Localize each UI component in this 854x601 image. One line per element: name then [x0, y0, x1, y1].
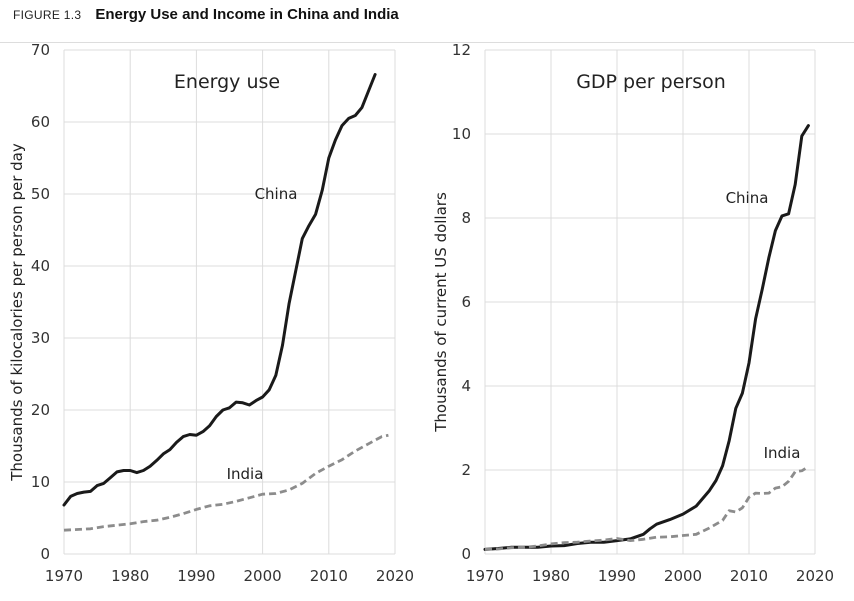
y-tick-label: 8 [461, 209, 471, 227]
y-tick-label: 2 [461, 461, 471, 479]
x-tick-label: 2000 [244, 567, 282, 585]
x-tick-label: 2000 [664, 567, 702, 585]
y-tick-label: 10 [452, 125, 471, 143]
y-tick-label: 20 [31, 401, 50, 419]
series-line-china [62, 73, 377, 507]
gdp-per-person-panel: 0 2 4 6 8 10 12 1970 1980 1990 2000 2010 2020 GDP per… [432, 41, 834, 585]
x-tick-label: 2020 [796, 567, 834, 585]
x-tick-label: 2020 [376, 567, 414, 585]
y-tick-label: 40 [31, 257, 50, 275]
x-tick-label: 2010 [310, 567, 348, 585]
series-label-india: India [764, 444, 801, 462]
y-tick-label: 12 [452, 41, 471, 59]
x-tick-label: 1980 [532, 567, 570, 585]
series-line-india [484, 465, 810, 551]
header-divider [0, 42, 854, 43]
y-tick-label: 60 [31, 113, 50, 131]
series-line-india [63, 433, 389, 532]
panel-title: GDP per person [576, 71, 726, 93]
figure-title: Energy Use and Income in China and India [95, 6, 399, 23]
x-tick-label: 1980 [111, 567, 149, 585]
energy-use-panel: 0 10 20 30 40 50 60 70 1970 1980 1990 2000 2010 2020 E… [8, 41, 414, 585]
y-axis-label: Thousands of kilocalories per person per… [8, 143, 26, 482]
x-tick-label: 2010 [730, 567, 768, 585]
x-tick-label: 1990 [177, 567, 215, 585]
y-axis-label: Thousands of current US dollars [432, 192, 450, 433]
y-tick-label: 0 [461, 545, 471, 563]
y-tick-label: 30 [31, 329, 50, 347]
y-tick-label: 4 [461, 377, 471, 395]
x-tick-label: 1970 [466, 567, 504, 585]
y-tick-label: 6 [461, 293, 471, 311]
y-tick-label: 0 [40, 545, 50, 563]
series-label-china: China [255, 185, 298, 203]
panel-title: Energy use [174, 71, 280, 93]
series-label-china: China [726, 189, 769, 207]
y-tick-label: 70 [31, 41, 50, 59]
series-label-india: India [227, 465, 264, 483]
x-tick-label: 1990 [598, 567, 636, 585]
figure-number: FIGURE 1.3 [13, 8, 82, 22]
x-tick-label: 1970 [45, 567, 83, 585]
figure-header: FIGURE 1.3 Energy Use and Income in Chin… [13, 6, 399, 30]
series-line-china [483, 124, 810, 551]
y-tick-label: 50 [31, 185, 50, 203]
y-tick-label: 10 [31, 473, 50, 491]
